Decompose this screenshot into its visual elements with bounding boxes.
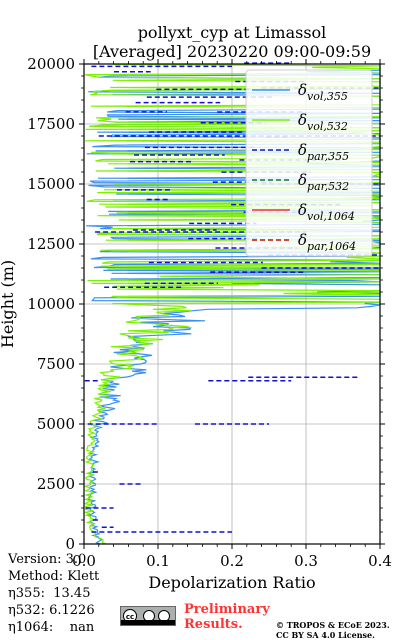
method-text: Method: Klett [8, 569, 100, 584]
eta1064-text: η1064: nan [8, 620, 95, 635]
copyright-notice: © TROPOS & ECoE 2023. CC BY SA 4.0 Licen… [276, 620, 390, 640]
badge-strip [121, 620, 175, 625]
copyright-line2: CC BY SA 4.0 License. [276, 630, 375, 640]
x-tick-label: 0.1 [146, 552, 170, 570]
legend-label: δpar,355 [298, 141, 349, 163]
legend-label: δpar,532 [298, 171, 349, 193]
chart-title-line1: pollyxt_cyp at Limassol [138, 23, 327, 42]
y-tick-label: 12500 [27, 235, 75, 253]
x-axis-label: Depolarization Ratio [148, 573, 315, 592]
legend-label: δpar,1064 [298, 231, 356, 253]
x-tick-label: 0.4 [368, 552, 392, 570]
preliminary-line1: Preliminary [184, 602, 270, 617]
depolarization-chart: pollyxt_cyp at Limassol [Averaged] 20230… [0, 23, 392, 592]
preliminary-results-notice: Preliminary Results. [184, 602, 270, 632]
y-axis-ticks: 0 2500 5000 7500 10000 12500 15000 17500 20000 [27, 55, 385, 553]
y-tick-label: 7500 [37, 355, 75, 373]
retrieval-info: Version: 3.0 Method: Klett η355: 13.45 η… [8, 551, 99, 636]
copyright-line1: © TROPOS & ECoE 2023. [276, 620, 390, 630]
x-tick-label: 0.0 [72, 552, 96, 570]
version-text: Version: 3.0 [8, 552, 87, 567]
y-tick-label: 2500 [37, 475, 75, 493]
chart-title-line2: [Averaged] 20230220 09:00-09:59 [93, 42, 371, 61]
y-tick-label: 15000 [27, 175, 75, 193]
legend-label: δvol,355 [298, 81, 348, 103]
legend-label: δvol,1064 [298, 201, 355, 223]
x-tick-label: 0.3 [294, 552, 318, 570]
legend-label: δvol,532 [298, 111, 348, 133]
legend: δvol,355 δvol,532 δpar,355 δpar,532 δvol,106… [245, 69, 373, 257]
eta532-text: η532: 6.1226 [8, 603, 95, 618]
y-tick-label: 20000 [27, 55, 75, 73]
y-tick-label: 0 [65, 535, 75, 553]
y-tick-label: 10000 [27, 295, 75, 313]
y-tick-label: 5000 [37, 415, 75, 433]
y-tick-label: 17500 [27, 115, 75, 133]
cc-license-badge: cc [120, 606, 176, 626]
x-axis-ticks: 0.0 0.1 0.2 0.3 0.4 [72, 59, 392, 570]
eta355-text: η355: 13.45 [8, 586, 91, 601]
preliminary-line2: Results. [184, 617, 243, 632]
y-axis-label: Height (m) [0, 260, 17, 348]
x-tick-label: 0.2 [220, 552, 244, 570]
